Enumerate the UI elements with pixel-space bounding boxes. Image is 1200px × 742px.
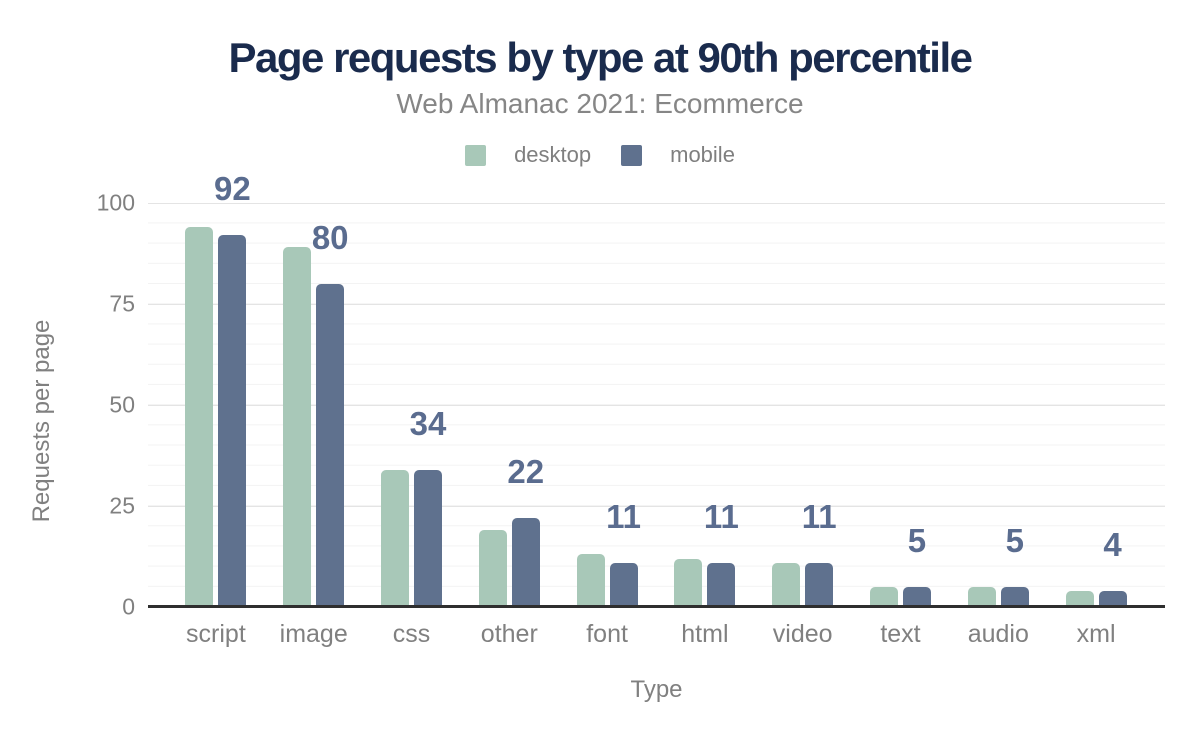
bar-desktop-font <box>576 554 605 607</box>
x-tick-label-text: text <box>880 620 921 648</box>
major-gridline <box>148 203 1165 204</box>
bar-group-video: 11 <box>754 203 852 607</box>
bar-desktop-script <box>185 227 214 607</box>
y-axis-ticks: 0 25 50 75 100 <box>85 191 135 618</box>
x-tick-label-xml: xml <box>1076 620 1116 648</box>
major-gridline <box>148 506 1165 507</box>
legend: desktop mobile <box>0 142 1200 168</box>
x-tick-label-html: html <box>681 620 729 648</box>
bar-value-label: 11 <box>703 497 739 535</box>
legend-item-desktop: desktop <box>465 142 591 168</box>
x-tick-label-image: image <box>279 620 348 648</box>
bar-value-label: 5 <box>907 521 927 559</box>
bar-value-label: 80 <box>311 218 349 256</box>
bar-group-html: 11 <box>656 203 754 607</box>
x-axis-ticks: script image css other font html video text audi… <box>167 620 1145 649</box>
bar-value-label: 34 <box>409 404 447 442</box>
chart-subtitle: Web Almanac 2021: Ecommerce <box>396 88 804 119</box>
bar-mobile-audio <box>1000 586 1029 607</box>
legend-label-desktop: desktop <box>514 142 592 167</box>
legend-swatch-mobile <box>621 144 643 166</box>
bar-group-font: 11 <box>558 203 656 607</box>
bar-group-audio: 5 <box>949 203 1047 607</box>
bar-mobile-text <box>902 586 931 607</box>
y-tick-label: 50 <box>109 391 135 418</box>
bars-container: 92 80 34 22 11 11 11 5 5 4 <box>167 172 1145 607</box>
x-tick-label-other: other <box>480 620 538 648</box>
bar-desktop-video <box>772 562 801 607</box>
bar-value-label: 5 <box>1005 521 1024 559</box>
bar-mobile-html <box>707 562 736 607</box>
bar-mobile-image <box>316 283 345 607</box>
bar-desktop-image <box>283 247 312 607</box>
legend-swatch-desktop <box>465 144 487 166</box>
bar-value-label: 92 <box>214 170 251 208</box>
y-tick-label: 0 <box>122 593 135 620</box>
bar-mobile-video <box>805 562 834 607</box>
bar-desktop-text <box>869 586 898 607</box>
bar-desktop-css <box>380 469 409 607</box>
x-tick-label-css: css <box>392 620 431 648</box>
major-gridline <box>148 304 1165 305</box>
y-tick-label: 25 <box>109 492 135 519</box>
bar-value-label: 4 <box>1103 525 1122 563</box>
x-tick-label-video: video <box>772 620 833 648</box>
plot-area: 92 80 34 22 11 11 11 5 5 4 <box>148 172 1165 608</box>
x-axis-title: Type <box>630 676 683 703</box>
major-gridline <box>148 405 1165 406</box>
bar-desktop-xml <box>1065 590 1094 607</box>
x-tick-label-script: script <box>186 620 246 648</box>
chart-title: Page requests by type at 90th percentile <box>228 34 973 81</box>
bar-mobile-other <box>511 518 540 607</box>
bar-group-text: 5 <box>852 203 950 607</box>
y-tick-label: 100 <box>96 189 135 216</box>
bar-group-script: 92 <box>167 172 265 607</box>
x-axis-line <box>148 605 1165 608</box>
bar-group-image: 80 <box>265 203 363 607</box>
bar-desktop-audio <box>967 586 996 607</box>
x-tick-label-audio: audio <box>967 620 1029 648</box>
legend-item-mobile: mobile <box>621 142 735 168</box>
bar-value-label: 11 <box>606 497 642 535</box>
bar-mobile-font <box>609 562 638 607</box>
y-axis-title: Requests per page <box>28 319 55 523</box>
legend-label-mobile: mobile <box>670 142 735 167</box>
bar-mobile-css <box>413 469 442 607</box>
bar-group-css: 34 <box>363 203 461 607</box>
bar-desktop-html <box>674 558 703 607</box>
bar-mobile-script <box>218 235 247 607</box>
bar-group-xml: 4 <box>1047 203 1145 607</box>
bar-group-other: 22 <box>460 203 558 607</box>
bar-value-label: 11 <box>801 497 837 535</box>
bar-mobile-xml <box>1098 590 1127 607</box>
bar-value-label: 22 <box>507 453 545 491</box>
bar-desktop-other <box>478 530 507 607</box>
y-tick-label: 75 <box>109 290 135 317</box>
x-tick-label-font: font <box>586 620 628 648</box>
